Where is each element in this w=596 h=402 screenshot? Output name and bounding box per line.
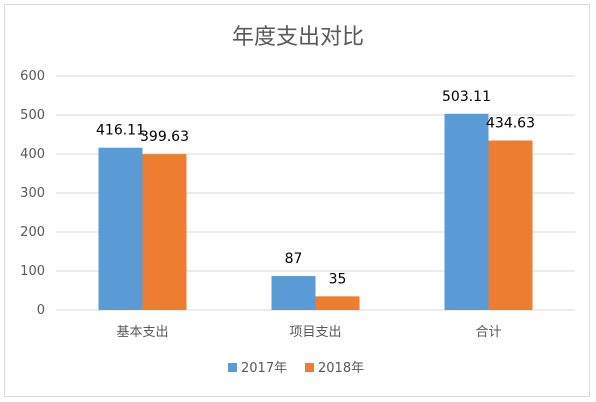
legend-label: 2018年: [318, 361, 364, 376]
y-tick-label: 300: [20, 186, 45, 201]
legend-swatch: [305, 363, 314, 372]
data-label: 399.63: [140, 129, 189, 145]
bar: [271, 276, 316, 310]
legend-swatch: [228, 363, 237, 372]
data-label: 434.63: [486, 115, 535, 131]
y-tick-label: 0: [37, 303, 45, 318]
x-category-label: 项目支出: [289, 325, 341, 340]
x-axis-categories: 基本支出 项目支出 合计: [116, 325, 501, 340]
y-tick-label: 500: [20, 108, 45, 123]
data-label: 503.11: [442, 89, 491, 105]
y-tick-label: 100: [20, 264, 45, 279]
x-category-label: 基本支出: [116, 325, 168, 340]
chart-title: 年度支出对比: [232, 25, 364, 50]
y-tick-label: 600: [20, 69, 45, 84]
legend-label: 2017年: [241, 361, 287, 376]
x-category-label: 合计: [475, 325, 501, 340]
data-label: 416.11: [96, 123, 145, 139]
y-axis-ticks: 0 100 200 300 400 500 600: [20, 69, 45, 318]
legend: 2017年 2018年: [228, 361, 364, 376]
bar: [142, 154, 187, 310]
data-label: 35: [329, 271, 347, 287]
bar: [315, 296, 360, 310]
bar: [98, 147, 143, 310]
bar: [444, 113, 489, 310]
y-tick-label: 400: [20, 147, 45, 162]
bar: [488, 140, 533, 310]
bars: [98, 113, 533, 310]
data-label: 87: [285, 251, 303, 267]
y-tick-label: 200: [20, 225, 45, 240]
